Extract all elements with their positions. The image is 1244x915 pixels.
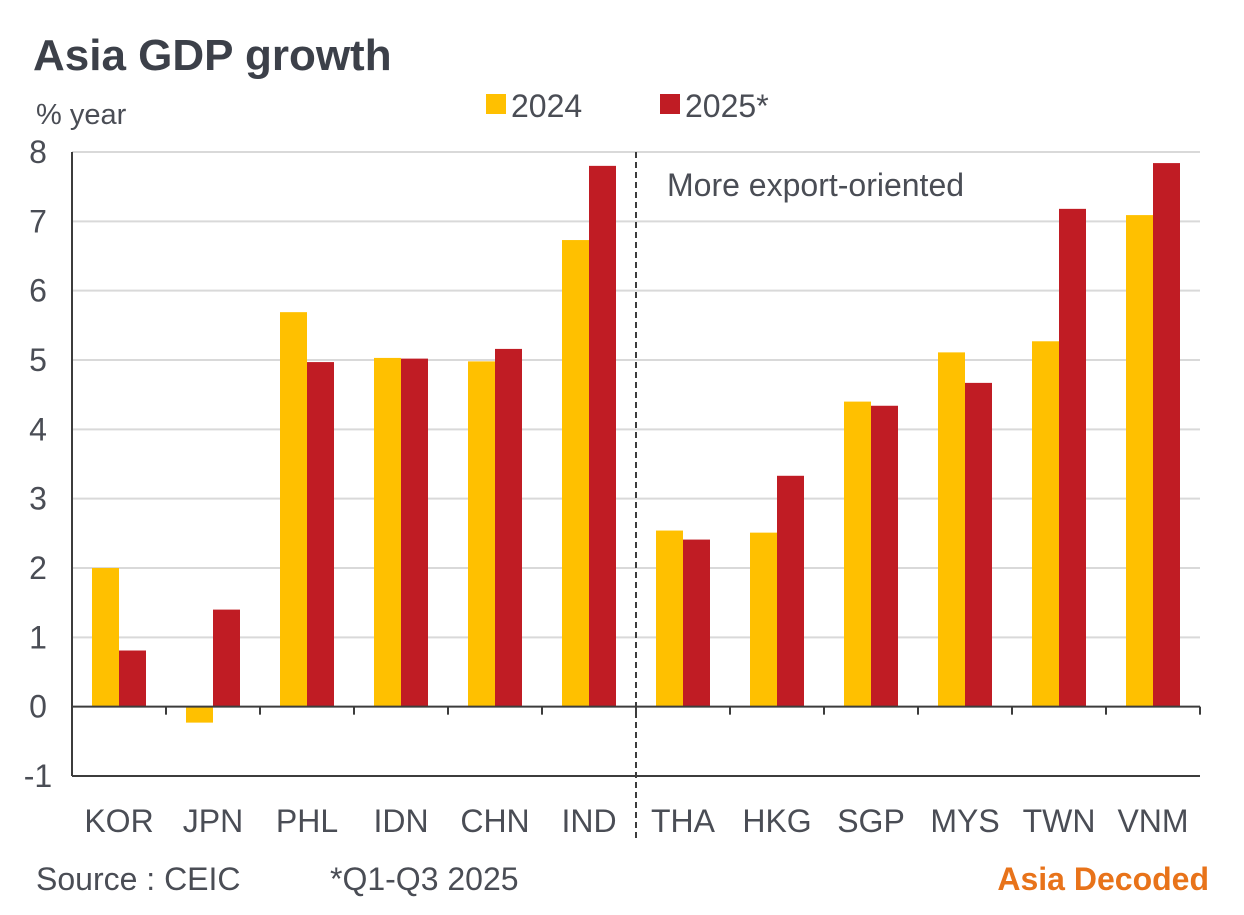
bar-kor-2025 (119, 650, 146, 707)
bar-ind-2025 (589, 165, 616, 707)
y-tick-label: 5 (29, 342, 47, 378)
bar-chn-2024 (468, 361, 495, 707)
x-label-chn: CHN (460, 803, 529, 839)
y-tick-label: 3 (29, 481, 47, 517)
legend-label-2025: 2025* (685, 88, 769, 124)
x-label-hkg: HKG (742, 803, 811, 839)
x-label-kor: KOR (84, 803, 153, 839)
y-axis-label: % year (36, 99, 127, 131)
legend-label-2024: 2024 (511, 88, 582, 124)
bar-twn-2025 (1059, 208, 1086, 707)
bar-ind-2024 (562, 240, 589, 707)
bar-tha-2024 (656, 530, 683, 707)
legend: 2024 2025* (486, 88, 769, 124)
footnote: *Q1-Q3 2025 (330, 861, 519, 897)
bar-idn-2025 (401, 358, 428, 707)
x-label-phl: PHL (276, 803, 338, 839)
x-label-tha: THA (651, 803, 716, 839)
legend-swatch-2024 (486, 94, 506, 114)
y-tick-label: 6 (29, 273, 47, 309)
annotation-export-oriented: More export-oriented (667, 167, 964, 203)
x-label-twn: TWN (1023, 803, 1096, 839)
x-label-idn: IDN (373, 803, 428, 839)
source-note: Source : CEIC (36, 861, 241, 897)
x-label-mys: MYS (930, 803, 999, 839)
y-tick-label: -1 (24, 758, 52, 794)
x-label-jpn: JPN (183, 803, 243, 839)
legend-swatch-2025 (660, 94, 680, 114)
bar-phl-2025 (307, 362, 334, 707)
bar-mys-2025 (965, 382, 992, 707)
bars (92, 163, 1180, 723)
chart-title: Asia GDP growth (33, 31, 392, 80)
y-axis-ticks: -1 0 1 2 3 4 5 6 7 8 (24, 134, 52, 794)
y-tick-label: 7 (29, 203, 47, 239)
bar-jpn-2025 (213, 609, 240, 707)
bar-hkg-2024 (750, 532, 777, 707)
x-axis-labels: KOR JPN PHL IDN CHN IND THA HKG SGP MYS TWN VNM (84, 803, 1188, 839)
bar-chn-2025 (495, 348, 522, 707)
bar-tha-2025 (683, 539, 710, 707)
bar-twn-2024 (1032, 341, 1059, 707)
bar-phl-2024 (280, 312, 307, 707)
y-tick-label: 0 (29, 689, 47, 725)
bar-vnm-2024 (1126, 215, 1153, 707)
x-label-sgp: SGP (837, 803, 905, 839)
bar-jpn-2024 (186, 706, 213, 723)
brand-label: Asia Decoded (997, 861, 1209, 897)
bar-hkg-2025 (777, 475, 804, 707)
bar-idn-2024 (374, 357, 401, 707)
y-tick-label: 4 (29, 411, 47, 447)
bar-vnm-2025 (1153, 163, 1180, 707)
bar-kor-2024 (92, 568, 119, 707)
y-tick-label: 8 (29, 134, 47, 170)
y-tick-label: 2 (29, 550, 47, 586)
bar-mys-2024 (938, 352, 965, 707)
y-tick-label: 1 (29, 619, 47, 655)
x-label-ind: IND (561, 803, 616, 839)
bar-sgp-2025 (871, 405, 898, 707)
bar-sgp-2024 (844, 401, 871, 707)
gridlines (72, 151, 1200, 639)
x-label-vnm: VNM (1117, 803, 1188, 839)
